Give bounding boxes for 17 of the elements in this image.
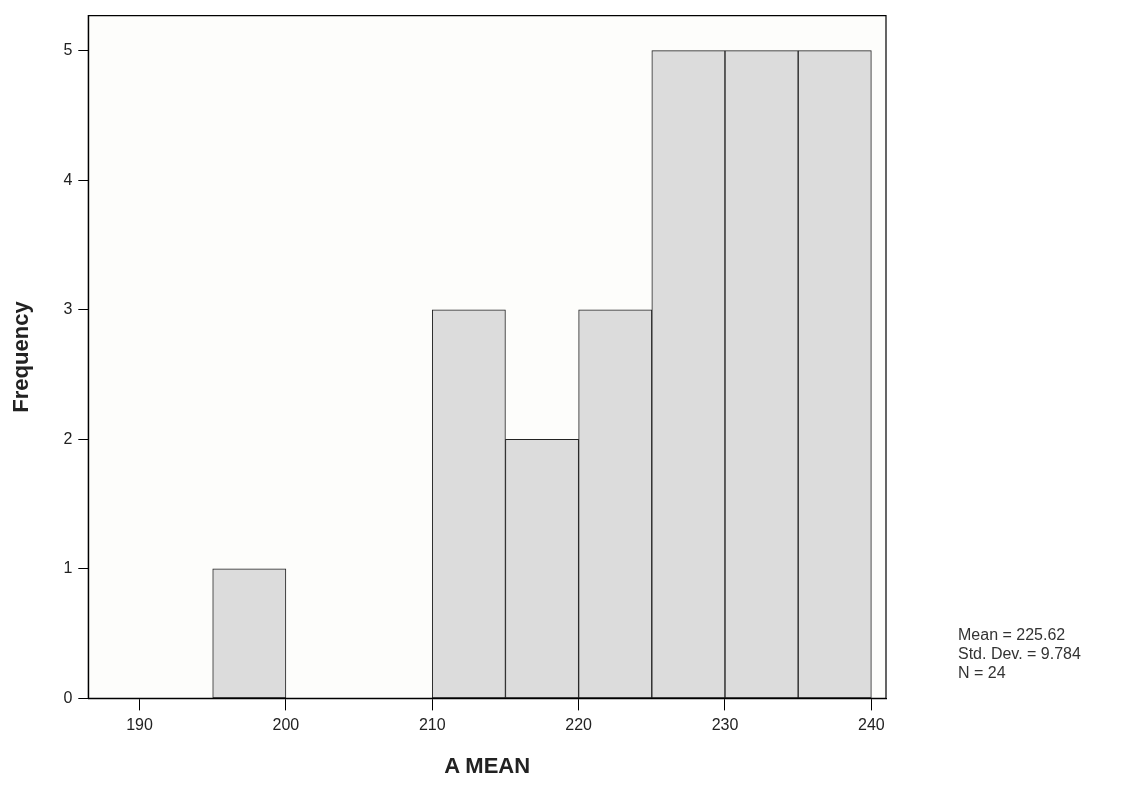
y-tick-label: 2 <box>63 429 73 447</box>
text: N = 24 <box>958 664 1006 682</box>
x-tick-label: 240 <box>858 716 885 734</box>
y-tick-label: 3 <box>63 300 73 318</box>
y-tick-label: 4 <box>63 170 73 188</box>
y-tick-label: 5 <box>63 40 73 58</box>
y-axis-title: Frequency <box>8 300 34 413</box>
x-tick-label: 220 <box>565 716 593 734</box>
x-axis-title: A MEAN <box>444 752 531 778</box>
y-tick-label: 1 <box>63 559 73 577</box>
y-tick-label: 0 <box>63 688 73 706</box>
text: Mean = 225.62 <box>958 626 1066 644</box>
x-tick-label: 190 <box>126 716 153 734</box>
x-tick-label: 210 <box>418 716 446 734</box>
text: Std. Dev. = 9.784 <box>958 645 1081 663</box>
x-tick-label: 230 <box>711 716 739 734</box>
x-tick-label: 200 <box>272 716 300 734</box>
